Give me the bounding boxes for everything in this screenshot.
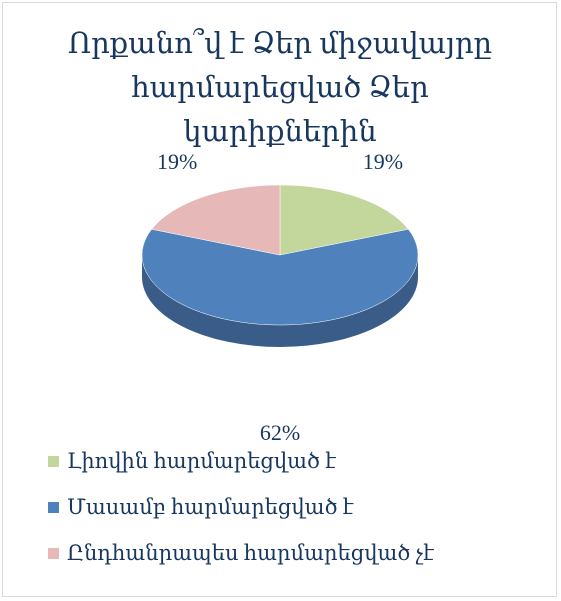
pie-side [142,255,418,347]
pie-slice [151,184,281,256]
chart-title: Որքանո՞վ է Ձեր միջավայրը հարմարեցված Ձեր… [67,28,493,148]
legend-swatch [48,501,59,513]
legend-item: Լիովին հարմարեցված է [48,438,434,484]
data-label: 19% [363,149,403,174]
chart-frame [2,2,557,597]
pie-slice [279,184,409,256]
data-label: 62% [260,420,300,445]
pie-slice [141,228,419,326]
legend-item: Մասամբ հարմարեցված է [48,484,434,530]
legend-swatch [48,547,59,559]
legend-label: Ընդհանրապես հարմարեցված չէ [67,540,434,565]
legend-swatch [48,455,59,467]
legend-label: Լիովին հարմարեցված է [67,448,336,473]
legend-label: Մասամբ հարմարեցված է [67,494,354,519]
data-label: 19% [157,149,197,174]
legend-item: Ընդհանրապես հարմարեցված չէ [48,530,434,576]
legend: Լիովին հարմարեցված է Մասամբ հարմարեցված է… [48,438,434,576]
